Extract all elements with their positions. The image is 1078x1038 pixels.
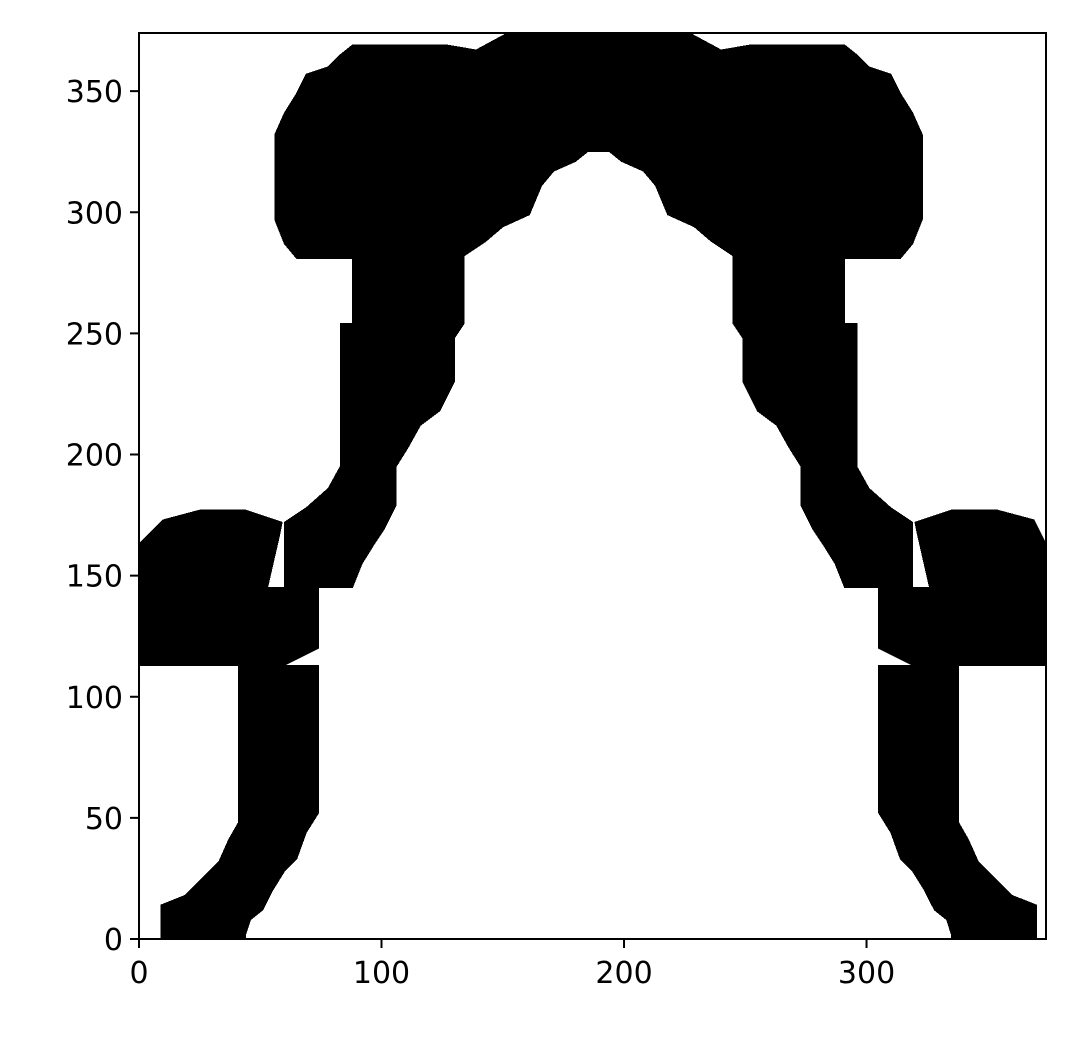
mask-region-2	[237, 587, 319, 666]
y-tick-label: 50	[85, 802, 123, 837]
mask-region-3	[160, 664, 319, 940]
mask-region-6	[878, 587, 960, 666]
x-tick-label: 100	[353, 956, 410, 991]
y-tick-label: 250	[66, 317, 123, 352]
mask-region-7	[878, 664, 1037, 940]
x-tick-label: 0	[129, 956, 148, 991]
y-tick-label: 100	[66, 681, 123, 716]
x-tick-label: 300	[838, 956, 895, 991]
x-axis: 0 100 200 300	[129, 939, 895, 991]
y-tick-label: 200	[66, 439, 123, 474]
y-axis: 0 50 100 150 200 250 300 350	[66, 75, 139, 958]
plot-frame	[138, 32, 1047, 940]
binary-mask-image	[138, 32, 1047, 940]
y-tick-label: 0	[104, 923, 123, 958]
y-tick-label: 350	[66, 75, 123, 110]
y-tick-label: 150	[66, 560, 123, 595]
x-tick-label: 200	[595, 956, 652, 991]
y-tick-label: 300	[66, 196, 123, 231]
